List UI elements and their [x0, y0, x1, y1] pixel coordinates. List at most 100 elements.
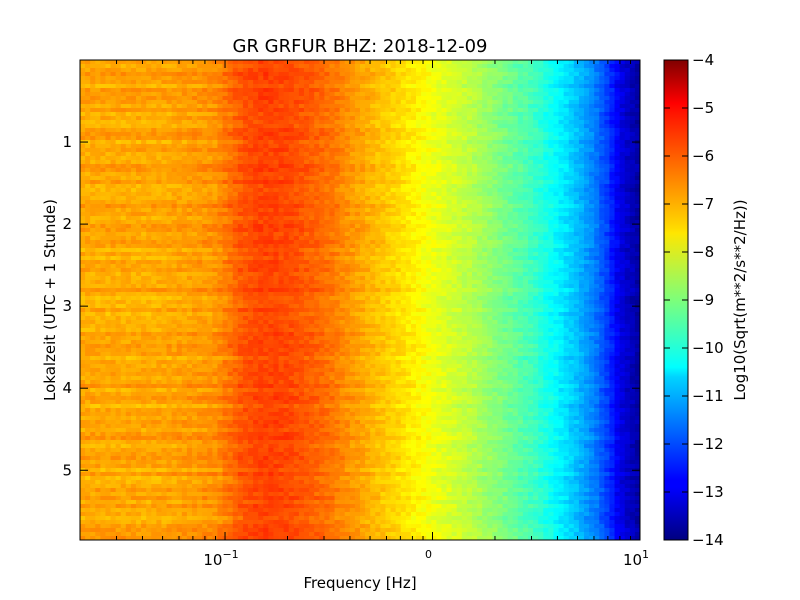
- heatmap-cell: [522, 120, 529, 125]
- heatmap-cell: [161, 144, 168, 149]
- heatmap-cell: [568, 220, 575, 225]
- heatmap-cell: [410, 204, 417, 209]
- heatmap-cell: [166, 124, 173, 129]
- heatmap-cell: [80, 228, 86, 233]
- heatmap-cell: [242, 196, 249, 201]
- heatmap-cell: [370, 104, 376, 109]
- heatmap-cell: [293, 224, 300, 229]
- heatmap-cell: [624, 132, 631, 137]
- heatmap-cell: [370, 72, 376, 77]
- heatmap-cell: [95, 100, 101, 105]
- heatmap-cell: [298, 216, 305, 221]
- heatmap-cell: [258, 220, 264, 225]
- heatmap-cell: [584, 60, 590, 65]
- heatmap-cell: [461, 76, 468, 81]
- heatmap-cell: [171, 140, 178, 145]
- heatmap-cell: [349, 120, 356, 125]
- heatmap-cell: [105, 92, 112, 97]
- heatmap-cell: [146, 156, 152, 161]
- heatmap-cell: [125, 148, 132, 153]
- heatmap-cell: [578, 124, 585, 129]
- heatmap-cell: [130, 120, 137, 125]
- heatmap-cell: [283, 60, 290, 65]
- heatmap-cell: [472, 160, 478, 165]
- heatmap-cell: [466, 188, 473, 193]
- heatmap-cell: [217, 80, 224, 85]
- heatmap-cell: [517, 84, 524, 89]
- heatmap-cell: [533, 64, 539, 69]
- heatmap-cell: [181, 104, 188, 109]
- heatmap-cell: [161, 188, 168, 193]
- heatmap-cell: [528, 188, 534, 193]
- heatmap-cell: [538, 208, 544, 213]
- heatmap-cell: [242, 236, 249, 241]
- heatmap-cell: [589, 84, 595, 89]
- heatmap-cell: [451, 228, 458, 233]
- heatmap-cell: [563, 184, 570, 189]
- heatmap-cell: [319, 84, 325, 89]
- heatmap-cell: [253, 200, 259, 205]
- heatmap-cell: [599, 72, 605, 77]
- heatmap-cell: [181, 88, 188, 93]
- heatmap-cell: [171, 208, 178, 213]
- heatmap-cell: [487, 228, 493, 233]
- heatmap-cell: [599, 68, 605, 73]
- heatmap-cell: [385, 212, 392, 217]
- heatmap-cell: [619, 64, 626, 69]
- heatmap-cell: [176, 228, 183, 233]
- heatmap-cell: [329, 92, 336, 97]
- heatmap-cell: [248, 200, 254, 205]
- heatmap-cell: [441, 208, 448, 213]
- heatmap-cell: [395, 80, 402, 85]
- heatmap-cell: [304, 108, 310, 113]
- heatmap-cell: [365, 156, 371, 161]
- heatmap-cell: [584, 184, 590, 189]
- heatmap-cell: [487, 124, 493, 129]
- heatmap-cell: [125, 168, 132, 173]
- heatmap-cell: [136, 88, 142, 93]
- heatmap-cell: [85, 112, 91, 117]
- heatmap-cell: [90, 92, 96, 97]
- heatmap-cell: [533, 72, 539, 77]
- heatmap-cell: [207, 172, 213, 177]
- heatmap-cell: [380, 148, 387, 153]
- heatmap-cell: [497, 220, 504, 225]
- heatmap-cell: [553, 200, 560, 205]
- heatmap-cell: [385, 224, 392, 229]
- heatmap-cell: [533, 128, 539, 133]
- heatmap-cell: [339, 176, 346, 181]
- heatmap-cell: [436, 100, 443, 105]
- heatmap-cell: [573, 180, 580, 185]
- heatmap-cell: [212, 124, 219, 129]
- heatmap-cell: [319, 212, 325, 217]
- heatmap-cell: [624, 92, 631, 97]
- heatmap-cell: [136, 108, 142, 113]
- heatmap-cell: [141, 76, 147, 81]
- heatmap-cell: [416, 148, 422, 153]
- heatmap-cell: [273, 216, 280, 221]
- heatmap-cell: [85, 80, 91, 85]
- heatmap-cell: [517, 200, 524, 205]
- heatmap-cell: [354, 224, 361, 229]
- heatmap-cell: [512, 204, 519, 209]
- heatmap-cell: [324, 152, 331, 157]
- heatmap-cell: [456, 236, 463, 241]
- heatmap-cell: [609, 100, 616, 105]
- heatmap-cell: [472, 144, 478, 149]
- heatmap-cell: [599, 152, 605, 157]
- heatmap-cell: [594, 172, 600, 177]
- heatmap-cell: [90, 224, 96, 229]
- heatmap-cell: [497, 180, 504, 185]
- heatmap-cell: [385, 112, 392, 117]
- heatmap-cell: [477, 232, 483, 237]
- heatmap-cell: [95, 148, 101, 153]
- heatmap-cell: [614, 180, 621, 185]
- heatmap-cell: [512, 172, 519, 177]
- heatmap-cell: [171, 212, 178, 217]
- heatmap-cell: [80, 112, 86, 117]
- heatmap-cell: [426, 60, 432, 65]
- heatmap-cell: [273, 140, 280, 145]
- heatmap-cell: [110, 124, 117, 129]
- heatmap-cell: [538, 124, 544, 129]
- heatmap-cell: [431, 120, 437, 125]
